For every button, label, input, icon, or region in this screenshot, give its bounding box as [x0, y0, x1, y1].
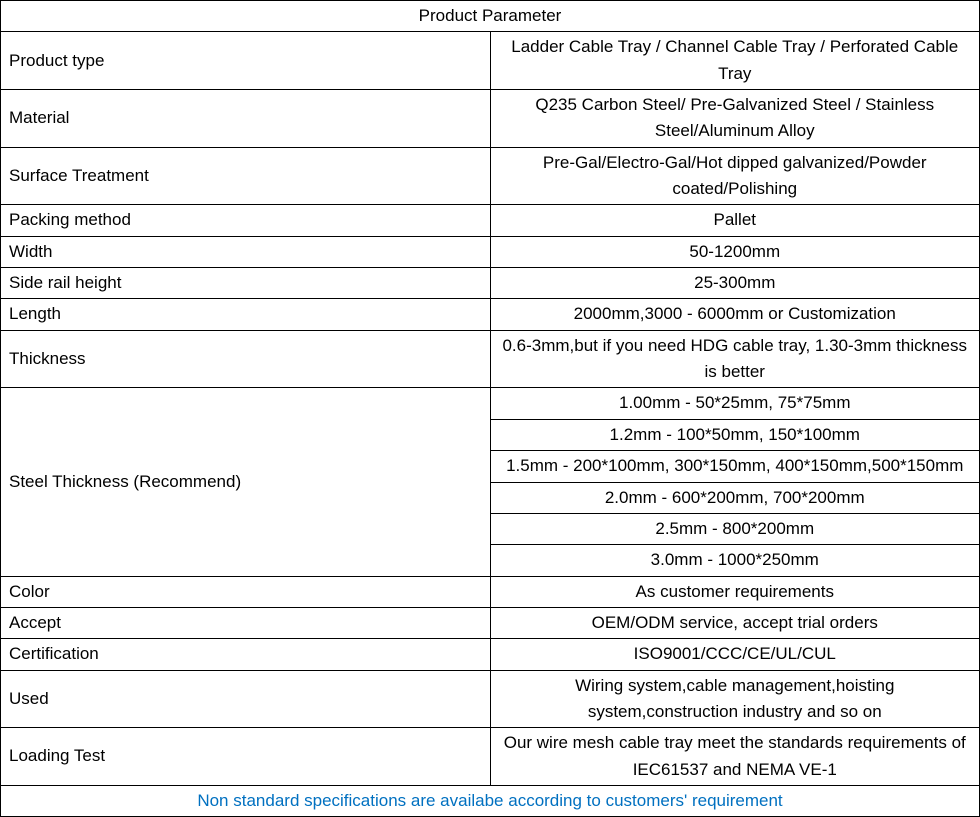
row-value: ISO9001/CCC/CE/UL/CUL	[490, 639, 980, 670]
table-row: Packing method Pallet	[1, 205, 980, 236]
row-value: Pre-Gal/Electro-Gal/Hot dipped galvanize…	[490, 147, 980, 205]
steel-thickness-value: 1.5mm - 200*100mm, 300*150mm, 400*150mm,…	[490, 451, 980, 482]
row-value: Wiring system,cable management,hoisting …	[490, 670, 980, 728]
row-label: Loading Test	[1, 728, 491, 786]
row-label: Length	[1, 299, 491, 330]
steel-thickness-value: 3.0mm - 1000*250mm	[490, 545, 980, 576]
product-parameter-table-wrap: Product Parameter Product type Ladder Ca…	[0, 0, 980, 817]
row-value: Our wire mesh cable tray meet the standa…	[490, 728, 980, 786]
row-value: 0.6-3mm,but if you need HDG cable tray, …	[490, 330, 980, 388]
row-label: Packing method	[1, 205, 491, 236]
row-value: As customer requirements	[490, 576, 980, 607]
row-value: OEM/ODM service, accept trial orders	[490, 607, 980, 638]
row-value: Ladder Cable Tray / Channel Cable Tray /…	[490, 32, 980, 90]
steel-thickness-value: 2.5mm - 800*200mm	[490, 513, 980, 544]
table-row: Width 50-1200mm	[1, 236, 980, 267]
table-header-row: Product Parameter	[1, 1, 980, 32]
row-value: Pallet	[490, 205, 980, 236]
row-value: 25-300mm	[490, 268, 980, 299]
steel-thickness-value: 2.0mm - 600*200mm, 700*200mm	[490, 482, 980, 513]
table-row: Certification ISO9001/CCC/CE/UL/CUL	[1, 639, 980, 670]
row-label: Side rail height	[1, 268, 491, 299]
row-value: Q235 Carbon Steel/ Pre-Galvanized Steel …	[490, 90, 980, 148]
table-row: Accept OEM/ODM service, accept trial ord…	[1, 607, 980, 638]
table-row: Steel Thickness (Recommend) 1.00mm - 50*…	[1, 388, 980, 419]
table-row: Loading Test Our wire mesh cable tray me…	[1, 728, 980, 786]
table-row: Surface Treatment Pre-Gal/Electro-Gal/Ho…	[1, 147, 980, 205]
table-row: Thickness 0.6-3mm,but if you need HDG ca…	[1, 330, 980, 388]
row-label: Thickness	[1, 330, 491, 388]
row-value: 2000mm,3000 - 6000mm or Customization	[490, 299, 980, 330]
row-label: Accept	[1, 607, 491, 638]
table-row: Side rail height 25-300mm	[1, 268, 980, 299]
row-value: 50-1200mm	[490, 236, 980, 267]
table-row: Length 2000mm,3000 - 6000mm or Customiza…	[1, 299, 980, 330]
table-row: Product type Ladder Cable Tray / Channel…	[1, 32, 980, 90]
steel-thickness-label: Steel Thickness (Recommend)	[1, 388, 491, 576]
steel-thickness-value: 1.00mm - 50*25mm, 75*75mm	[490, 388, 980, 419]
row-label: Material	[1, 90, 491, 148]
row-label: Product type	[1, 32, 491, 90]
row-label: Surface Treatment	[1, 147, 491, 205]
table-row: Used Wiring system,cable management,hois…	[1, 670, 980, 728]
row-label: Used	[1, 670, 491, 728]
row-label: Certification	[1, 639, 491, 670]
row-label: Width	[1, 236, 491, 267]
table-footer-cell: Non standard specifications are availabe…	[1, 785, 980, 816]
table-header-cell: Product Parameter	[1, 1, 980, 32]
table-row: Color As customer requirements	[1, 576, 980, 607]
table-row: Material Q235 Carbon Steel/ Pre-Galvaniz…	[1, 90, 980, 148]
product-parameter-table: Product Parameter Product type Ladder Ca…	[0, 0, 980, 817]
steel-thickness-value: 1.2mm - 100*50mm, 150*100mm	[490, 419, 980, 450]
table-footer-row: Non standard specifications are availabe…	[1, 785, 980, 816]
row-label: Color	[1, 576, 491, 607]
